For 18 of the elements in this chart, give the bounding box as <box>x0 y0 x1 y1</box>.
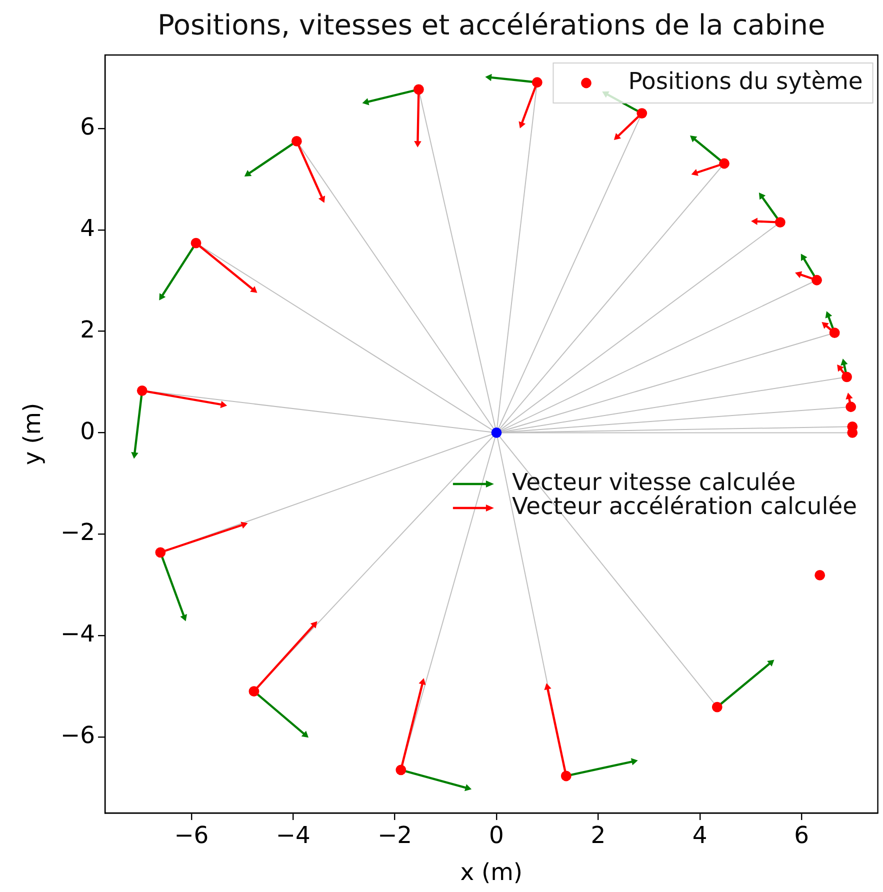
x-tick-label: −2 <box>378 821 412 850</box>
x-axis-title: x (m) <box>460 858 523 886</box>
y-tick-label: −6 <box>60 721 95 750</box>
y-tick-label: 2 <box>80 315 95 344</box>
y-tick-label: −2 <box>60 518 95 546</box>
x-tick-label: 6 <box>794 821 809 850</box>
y-tick-label: 4 <box>80 214 95 242</box>
y-tick-label: −4 <box>60 620 95 648</box>
x-tick-label: 0 <box>489 821 504 850</box>
y-tick-label: 0 <box>80 416 95 445</box>
legend-label: Positions du sytème <box>628 67 863 96</box>
x-tick-label: 4 <box>692 821 708 850</box>
y-tick-label: 6 <box>80 112 95 141</box>
y-axis-title: y (m) <box>18 402 46 466</box>
x-tick-label: −6 <box>174 821 209 850</box>
x-tick-label: 2 <box>590 821 606 850</box>
x-tick-label: −4 <box>276 821 310 850</box>
chart-title: Positions, vitesses et accélérations de la cabine <box>158 8 826 42</box>
